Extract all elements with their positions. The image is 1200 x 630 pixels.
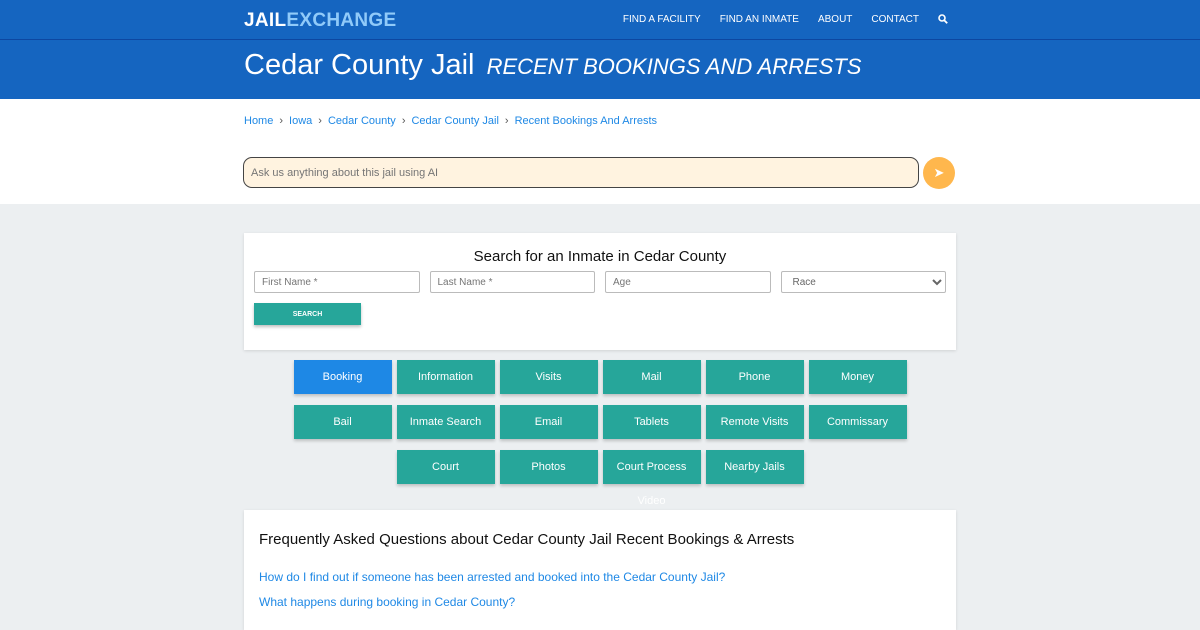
last-name-input[interactable]: [429, 271, 595, 293]
page-title: Cedar County Jail RECENT BOOKINGS AND AR…: [244, 49, 862, 81]
btn-bail[interactable]: Bail: [293, 405, 392, 439]
crumb-current[interactable]: Recent Bookings And Arrests: [514, 115, 658, 127]
race-select[interactable]: Race: [780, 271, 946, 293]
search-icon[interactable]: [938, 14, 948, 27]
btn-phone[interactable]: Phone: [705, 360, 804, 394]
search-title: Search for an Inmate in Cedar County: [473, 248, 727, 265]
btn-commissary[interactable]: Commissary: [808, 405, 907, 439]
btn-court-process-video[interactable]: Court Process Video: [602, 450, 701, 507]
crumb-state[interactable]: Iowa: [289, 115, 313, 127]
navbar: JAILEXCHANGE FIND A FACILITY FIND AN INM…: [0, 0, 1200, 40]
search-button[interactable]: SEARCH: [254, 303, 361, 325]
faq-title: Frequently Asked Questions about Cedar C…: [259, 531, 795, 548]
faq-card: Frequently Asked Questions about Cedar C…: [244, 510, 956, 630]
btn-email[interactable]: Email: [499, 405, 598, 439]
chevron-right-icon: ›: [318, 115, 322, 127]
btn-photos[interactable]: Photos: [499, 450, 598, 484]
breadcrumb: Home › Iowa › Cedar County › Cedar County J…: [244, 115, 657, 127]
crumb-jail[interactable]: Cedar County Jail: [411, 115, 499, 127]
faq-question[interactable]: How do I find out if someone has been ar…: [259, 570, 726, 584]
page-banner: Cedar County Jail RECENT BOOKINGS AND AR…: [0, 40, 1200, 99]
btn-court[interactable]: Court: [396, 450, 495, 484]
btn-information[interactable]: Information: [396, 360, 495, 394]
paper-plane-icon: ➤: [933, 165, 945, 180]
first-name-input[interactable]: [254, 271, 420, 293]
nav-find-facility[interactable]: FIND A FACILITY: [622, 14, 701, 25]
ai-question-input[interactable]: [243, 157, 919, 188]
inmate-search-card: Search for an Inmate in Cedar County Rac…: [244, 233, 956, 350]
faq-question[interactable]: What happens during booking in Cedar Cou…: [259, 595, 516, 609]
btn-mail[interactable]: Mail: [602, 360, 701, 394]
nav-contact[interactable]: CONTACT: [871, 14, 919, 25]
category-buttons: Booking Information Visits Mail Phone Mo…: [244, 360, 956, 507]
age-input[interactable]: [605, 271, 771, 293]
btn-money[interactable]: Money: [808, 360, 907, 394]
btn-visits[interactable]: Visits: [499, 360, 598, 394]
crumb-county[interactable]: Cedar County: [327, 115, 396, 127]
nav-find-inmate[interactable]: FIND AN INMATE: [719, 14, 799, 25]
btn-inmate-search[interactable]: Inmate Search: [396, 405, 495, 439]
btn-remote-visits[interactable]: Remote Visits: [705, 405, 804, 439]
btn-nearby-jails[interactable]: Nearby Jails: [705, 450, 804, 484]
ai-send-button[interactable]: ➤: [923, 157, 955, 189]
chevron-right-icon: ›: [504, 115, 509, 127]
btn-tablets[interactable]: Tablets: [602, 405, 701, 439]
nav-about[interactable]: ABOUT: [817, 14, 853, 25]
chevron-right-icon: ›: [279, 115, 284, 127]
logo[interactable]: JAILEXCHANGE: [244, 10, 397, 31]
chevron-right-icon: ›: [401, 115, 406, 127]
btn-booking[interactable]: Booking: [293, 360, 392, 394]
crumb-home[interactable]: Home: [244, 115, 274, 127]
page-subtitle: RECENT BOOKINGS AND ARRESTS: [486, 54, 862, 79]
